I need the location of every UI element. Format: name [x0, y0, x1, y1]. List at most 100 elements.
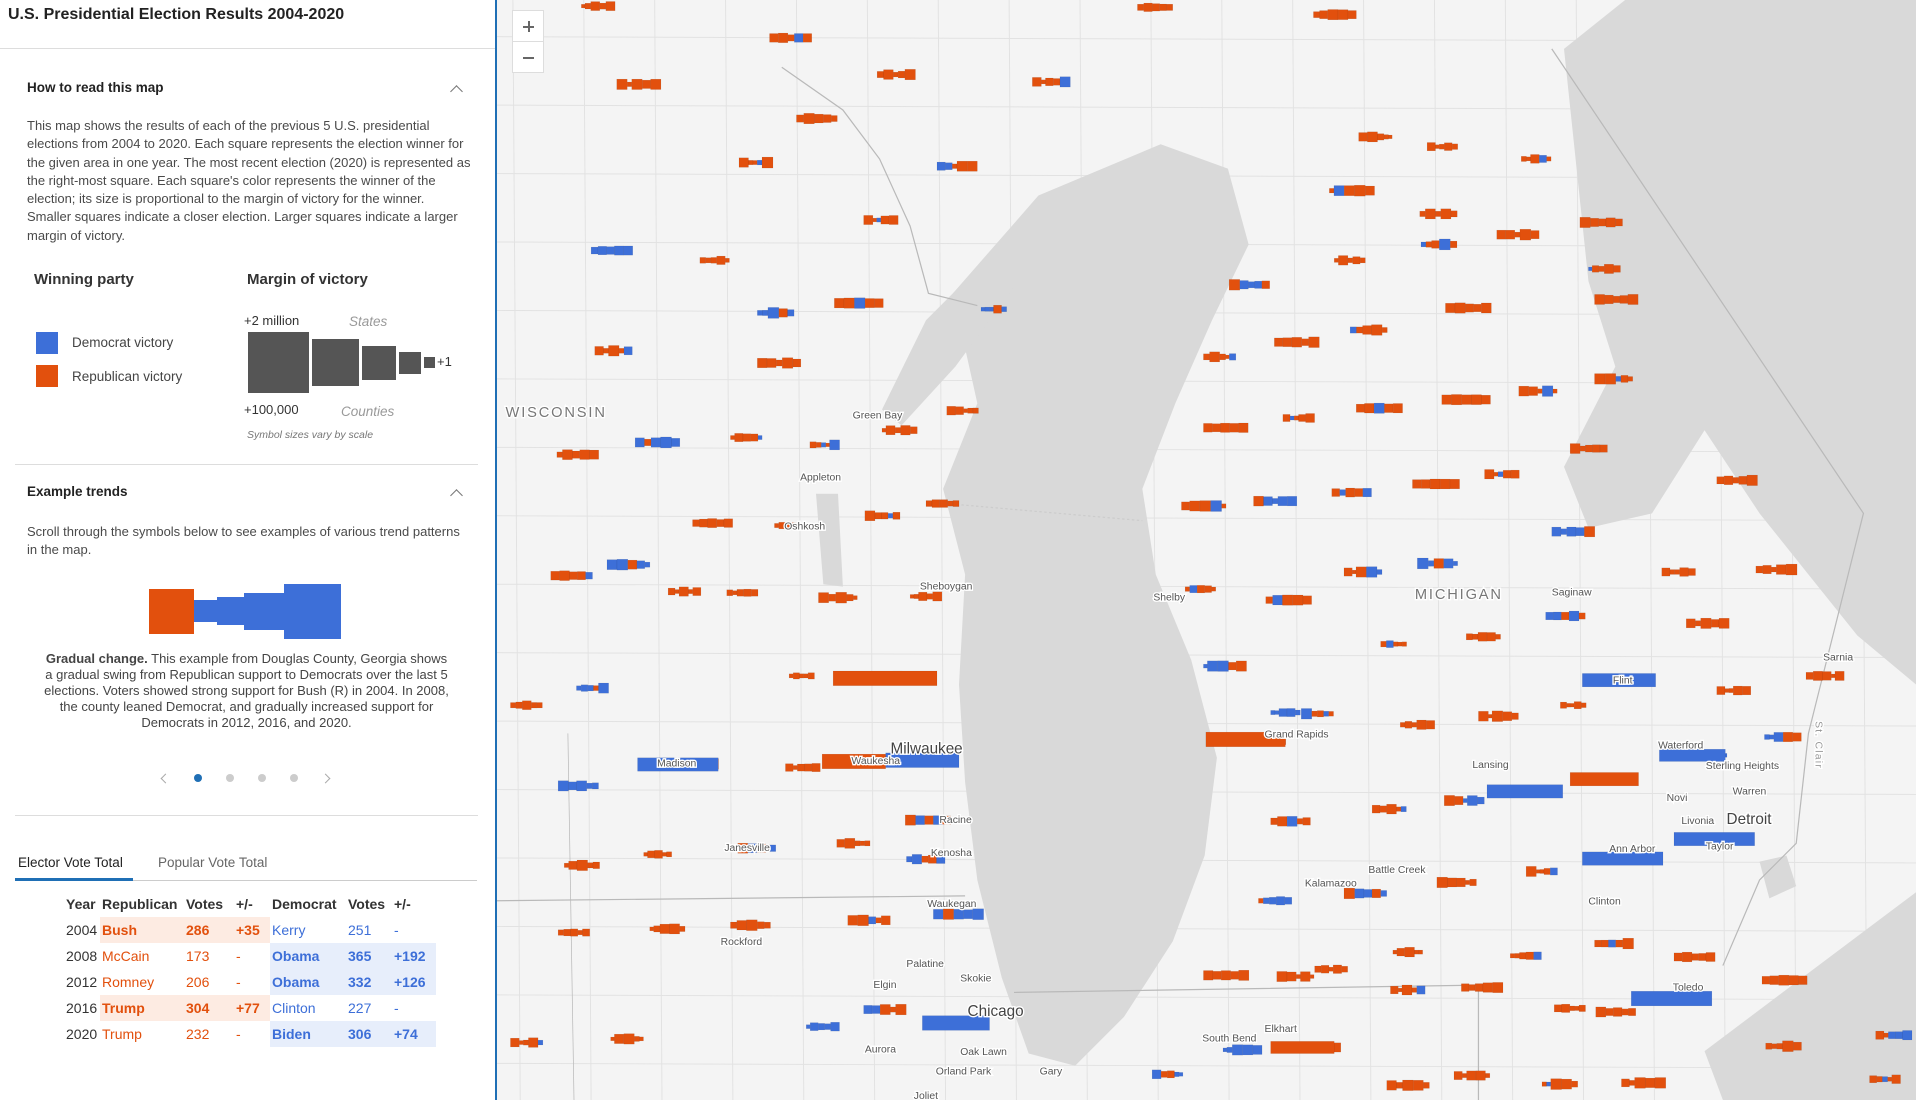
- result-square: [1805, 672, 1814, 680]
- tab-active[interactable]: Elector Vote Total: [18, 855, 123, 870]
- prev-arrow[interactable]: [160, 773, 171, 784]
- result-square: [817, 1023, 825, 1031]
- result-square: [650, 78, 662, 90]
- page-dot[interactable]: [258, 774, 266, 782]
- result-square: [1688, 568, 1696, 576]
- result-square: [1328, 966, 1334, 972]
- border: [497, 895, 966, 902]
- table-cell: Romney: [102, 974, 155, 990]
- result-square: [1152, 3, 1160, 12]
- page-dot[interactable]: [194, 774, 202, 782]
- place-label: WISCONSIN: [506, 405, 607, 421]
- result-square: [797, 763, 805, 772]
- size-label: +100,000: [244, 402, 299, 417]
- size-square: [424, 357, 435, 368]
- result-square: [579, 449, 590, 460]
- result-square: [592, 782, 599, 790]
- result-square: [972, 407, 979, 414]
- result-square: [876, 71, 884, 78]
- water: [943, 144, 1249, 1066]
- collapse-toggle[interactable]: [450, 489, 463, 502]
- result-square: [1598, 218, 1607, 227]
- zoom-out[interactable]: [512, 41, 544, 73]
- result-square: [692, 587, 702, 596]
- result-square: [692, 519, 700, 527]
- place-label: Sheboygan: [920, 581, 973, 592]
- result-square: [836, 839, 845, 848]
- result-square: [1366, 566, 1378, 578]
- result-square: [1371, 888, 1381, 898]
- result-square: [1416, 985, 1426, 995]
- result-square: [590, 246, 599, 255]
- result-square: [1376, 569, 1383, 575]
- place-label: MICHIGAN: [1415, 587, 1503, 603]
- result-square: [1568, 610, 1580, 622]
- result-square: [989, 306, 994, 312]
- result-square: [557, 929, 564, 936]
- result-square: [1467, 795, 1478, 806]
- tab[interactable]: Popular Vote Total: [158, 855, 268, 870]
- result-square: [1728, 688, 1734, 693]
- place-label: Kalamazoo: [1305, 878, 1357, 889]
- result-square: [932, 591, 943, 602]
- result-square: [1481, 302, 1492, 314]
- place-label: Madison: [657, 759, 696, 770]
- table-row: 2016 Trump 304 +77 Clinton 227 -: [64, 995, 436, 1021]
- page-dot[interactable]: [290, 774, 298, 782]
- result-square: [1566, 526, 1577, 537]
- result-square: [1629, 1080, 1635, 1086]
- result-square: [936, 161, 946, 171]
- result-square: [1560, 701, 1567, 709]
- place-label: Sterling Heights: [1706, 761, 1779, 772]
- result-square: [1282, 337, 1293, 347]
- section-title[interactable]: How to read this map: [27, 80, 164, 95]
- result-square: [1359, 257, 1366, 264]
- next-arrow[interactable]: [320, 773, 331, 784]
- result-square: [1469, 878, 1477, 886]
- result-square: [1428, 560, 1435, 567]
- result-square: [1875, 1030, 1885, 1040]
- result-square: [1621, 1078, 1630, 1088]
- result-square: [762, 309, 769, 316]
- result-square: [931, 499, 941, 508]
- result-square: [874, 512, 882, 520]
- result-square: [562, 449, 573, 460]
- result-square: [831, 115, 838, 122]
- result-square: [1571, 1080, 1578, 1088]
- page-dot[interactable]: [226, 774, 234, 782]
- result-square: [1402, 1079, 1414, 1091]
- zoom-in[interactable]: [512, 10, 544, 42]
- result-square: [1159, 3, 1167, 11]
- result-square: [586, 782, 593, 789]
- result-square: [1461, 983, 1470, 992]
- result-square: [1400, 722, 1406, 728]
- result-square: [787, 309, 795, 317]
- result-square: [1263, 496, 1273, 506]
- result-square: [1355, 566, 1367, 578]
- result-square: [1518, 385, 1529, 397]
- result-square: [913, 594, 919, 599]
- place-label: Milwaukee: [891, 740, 963, 757]
- result-square: [563, 928, 571, 937]
- section-title[interactable]: Example trends: [27, 484, 128, 499]
- result-square: [1691, 953, 1699, 961]
- result-square: [1414, 949, 1419, 955]
- result-square: [1160, 1071, 1168, 1078]
- result-square: [1528, 386, 1538, 396]
- place-label: Novi: [1667, 793, 1688, 804]
- result-square: [1453, 1071, 1463, 1080]
- result-square: [823, 114, 832, 123]
- result-square: [688, 589, 693, 594]
- result-square: [639, 1036, 644, 1042]
- result-square: [984, 306, 990, 312]
- result-square: [1443, 558, 1454, 569]
- result-square: [1813, 671, 1823, 681]
- water: [1759, 855, 1797, 899]
- result-square: [726, 589, 733, 596]
- collapse-toggle[interactable]: [450, 85, 463, 98]
- county-line: [497, 515, 1916, 522]
- result-square: [1041, 79, 1046, 85]
- result-square: [1771, 1043, 1777, 1049]
- result-square: [1590, 218, 1599, 227]
- result-square: [1742, 686, 1752, 696]
